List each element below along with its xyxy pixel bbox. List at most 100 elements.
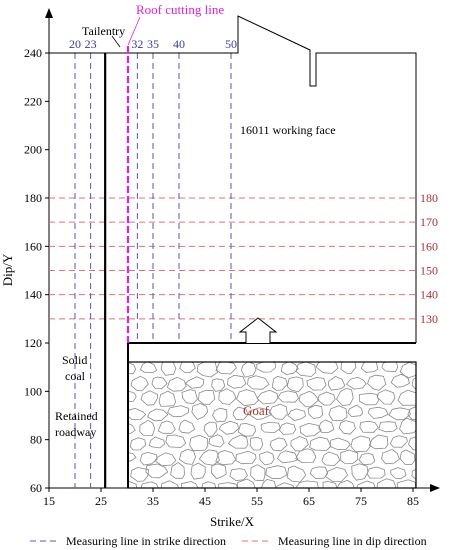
legend-strike-text: Measuring line in strike direction	[66, 534, 226, 548]
dip-line-label: 180	[420, 191, 438, 205]
goaf-area	[127, 361, 417, 489]
goaf-rock	[218, 482, 239, 488]
goaf-rock	[399, 362, 416, 379]
goaf-rock	[338, 420, 356, 435]
goaf-rock	[178, 419, 196, 434]
goaf-rock	[128, 422, 136, 435]
goaf-rock	[328, 376, 346, 391]
goaf-rock	[128, 480, 138, 488]
goaf-rock	[295, 362, 317, 377]
goaf-rock	[276, 482, 295, 488]
goaf-rock	[211, 378, 226, 392]
x-axis-title: Strike/X	[210, 514, 255, 529]
y-axis-title: Dip/Y	[0, 253, 15, 286]
goaf-rock	[260, 422, 281, 433]
goaf-rock	[129, 437, 146, 451]
goaf-rock	[368, 434, 389, 450]
goaf-rock	[185, 376, 205, 389]
goaf-rock	[399, 417, 416, 435]
goaf-rock	[295, 480, 319, 488]
goaf-rock	[390, 435, 408, 448]
goaf-rock	[167, 405, 189, 417]
goaf-rock	[218, 420, 239, 435]
goaf-rock	[271, 376, 288, 391]
goaf-rock	[140, 390, 158, 406]
goaf-rock	[151, 376, 168, 390]
goaf-rock	[407, 406, 416, 421]
goaf-rock	[199, 449, 220, 466]
strike-line-label: 50	[225, 37, 237, 51]
goaf-rock	[318, 419, 335, 433]
goaf-rock	[367, 374, 387, 391]
x-axis-arrow	[430, 484, 440, 492]
goaf-rock	[399, 449, 416, 465]
goaf-rock	[247, 407, 272, 420]
goaf-rock	[351, 463, 369, 481]
dip-line-label: 130	[420, 312, 438, 326]
goaf-rock	[408, 436, 416, 451]
goaf-rock	[377, 389, 396, 405]
goaf-rock	[232, 406, 249, 420]
goaf-rock	[241, 362, 257, 378]
goaf-rock	[189, 434, 209, 451]
goaf-rock	[215, 362, 237, 375]
legend: Measuring line in strike direction Measur…	[30, 534, 427, 548]
goaf-rock	[265, 465, 288, 480]
goaf-rock	[359, 420, 379, 433]
goaf-rock	[298, 390, 320, 408]
y-tick-label: 180	[24, 191, 42, 205]
goaf-rock	[411, 377, 416, 391]
goaf-rock	[203, 421, 218, 437]
strike-line-label: 32	[131, 37, 143, 51]
goaf-rock	[145, 463, 169, 479]
goaf-rock	[269, 437, 288, 452]
goaf-rock	[167, 376, 187, 392]
goaf-rock	[218, 388, 237, 405]
legend-dip-text: Measuring line in dip direction	[278, 534, 427, 548]
goaf-rock	[329, 437, 351, 450]
goaf-rock	[158, 390, 176, 407]
goaf-rock	[211, 463, 227, 480]
goaf-rock	[279, 422, 297, 435]
goaf-rock	[128, 408, 147, 420]
goaf-rock	[397, 389, 416, 406]
goaf-rock	[367, 406, 389, 419]
goaf-rock	[286, 376, 304, 393]
goaf-rock	[268, 403, 288, 420]
goaf-rock	[280, 362, 299, 375]
goaf-rock	[180, 481, 199, 488]
goaf-rock	[290, 436, 309, 452]
goaf-rock	[157, 420, 176, 434]
goaf-rock	[227, 374, 247, 389]
goaf-rock	[295, 448, 317, 463]
goaf-rock	[366, 466, 386, 479]
tailentry-label: Tailentry	[82, 24, 125, 38]
goaf-rock	[358, 452, 376, 466]
retained-roadway-label: roadway	[55, 425, 96, 439]
y-axis-arrow	[45, 8, 53, 18]
goaf-rock	[309, 436, 332, 451]
goaf-rock	[390, 373, 410, 388]
goaf-rock	[259, 451, 275, 466]
diagram-labels: Roof cutting line Tailentry 16011 working …	[55, 2, 336, 439]
goaf-rock	[381, 362, 399, 373]
x-tick-label: 85	[407, 494, 419, 508]
goaf-rock	[315, 362, 339, 374]
goaf-rock	[378, 421, 398, 433]
goaf-rock	[356, 480, 376, 488]
goaf-rock	[322, 481, 338, 488]
goaf-rock	[140, 362, 158, 373]
goaf-rock	[247, 375, 270, 390]
x-tick-label: 45	[199, 494, 211, 508]
goaf-rock	[128, 362, 137, 375]
goaf-rock	[328, 405, 348, 422]
y-tick-label: 120	[24, 336, 42, 350]
working-face-outline	[49, 15, 417, 343]
goaf-rock	[396, 479, 416, 488]
goaf-rock	[325, 467, 348, 482]
x-tick-label: 25	[95, 494, 107, 508]
retained-roadway-label: Retained	[55, 409, 98, 423]
goaf-rock	[130, 467, 150, 482]
goaf-rock	[235, 450, 257, 465]
goaf-rock	[306, 377, 327, 391]
